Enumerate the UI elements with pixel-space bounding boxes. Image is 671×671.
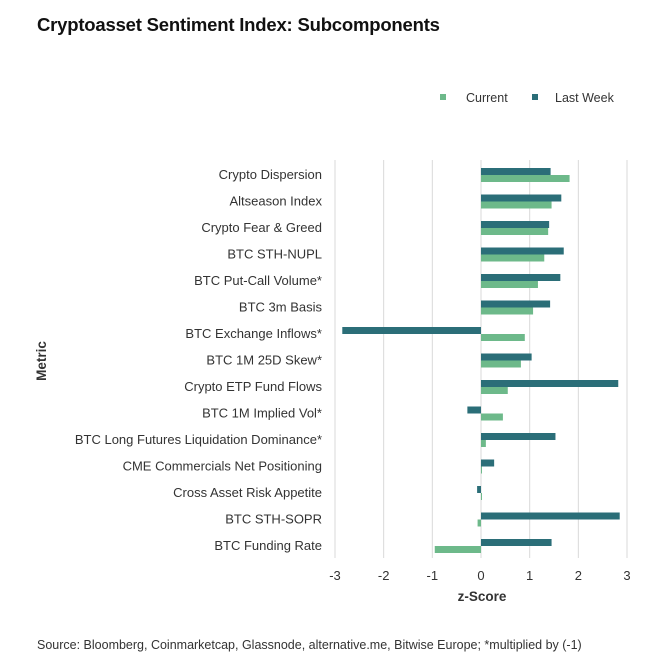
legend-swatch-last-week (532, 94, 538, 100)
category-labels: Crypto Dispersion Altseason Index Crypto F… (75, 167, 323, 553)
category-label: BTC STH-SOPR (225, 512, 322, 527)
bar-current (481, 334, 525, 341)
x-tick-label: 3 (623, 568, 630, 583)
bar-current (481, 466, 482, 474)
bar-current (481, 228, 549, 235)
x-tick-label: -3 (329, 568, 341, 583)
bar-last-week (481, 353, 532, 361)
legend-swatch-current (440, 94, 446, 100)
bar-current (481, 201, 552, 209)
bar-current (481, 387, 508, 394)
category-label: BTC 1M Implied Vol* (202, 406, 322, 421)
bar-current (481, 281, 538, 288)
bar-current (481, 493, 482, 500)
category-label: Cross Asset Risk Appetite (173, 485, 322, 500)
bar-current (481, 440, 486, 447)
source-note: Source: Bloomberg, Coinmarketcap, Glassn… (37, 638, 582, 652)
category-label: CME Commercials Net Positioning (123, 459, 322, 474)
bar-last-week (481, 300, 551, 308)
bar-last-week (481, 247, 564, 255)
legend-label-last-week: Last Week (555, 91, 615, 105)
bars (342, 168, 620, 553)
bar-last-week (481, 168, 551, 175)
chart-title: Cryptoasset Sentiment Index: Subcomponen… (37, 14, 440, 35)
legend-label-current: Current (466, 91, 508, 105)
x-tick-label: 2 (575, 568, 582, 583)
y-axis-label: Metric (34, 341, 49, 381)
x-axis-label: z-Score (458, 589, 507, 604)
bar-last-week (481, 459, 495, 467)
category-label: Crypto Dispersion (219, 167, 322, 182)
bar-current (481, 360, 521, 368)
category-label: Crypto Fear & Greed (201, 220, 322, 235)
bar-last-week (481, 274, 561, 281)
bar-current (477, 519, 481, 527)
bar-last-week (477, 486, 481, 493)
category-label: Altseason Index (229, 194, 322, 209)
bar-last-week (467, 406, 481, 414)
category-label: BTC Funding Rate (214, 538, 322, 553)
bar-last-week (481, 380, 619, 387)
category-label: BTC STH-NUPL (227, 247, 322, 262)
x-tick-label: 0 (477, 568, 484, 583)
bar-current (434, 546, 481, 553)
bar-current (481, 175, 570, 182)
category-label: BTC Exchange Inflows* (185, 326, 322, 341)
x-tick-labels: -3 -2 -1 0 1 2 3 (329, 568, 630, 583)
category-label: BTC Put-Call Volume* (194, 273, 322, 288)
bar-last-week (481, 194, 562, 202)
bar-last-week (481, 539, 552, 546)
bar-last-week (481, 221, 550, 228)
bar-current (481, 413, 503, 421)
category-label: BTC 1M 25D Skew* (206, 353, 322, 368)
category-label: BTC 3m Basis (239, 300, 323, 315)
x-tick-label: -1 (427, 568, 439, 583)
legend: Current Last Week (440, 91, 615, 105)
bar-last-week (481, 433, 556, 440)
bar-last-week (481, 512, 620, 520)
bar-current (481, 254, 545, 262)
x-tick-label: -2 (378, 568, 390, 583)
bar-current (481, 307, 534, 315)
bar-last-week (342, 327, 481, 334)
category-label: BTC Long Futures Liquidation Dominance* (75, 432, 322, 447)
category-label: Crypto ETP Fund Flows (184, 379, 322, 394)
x-tick-label: 1 (526, 568, 533, 583)
